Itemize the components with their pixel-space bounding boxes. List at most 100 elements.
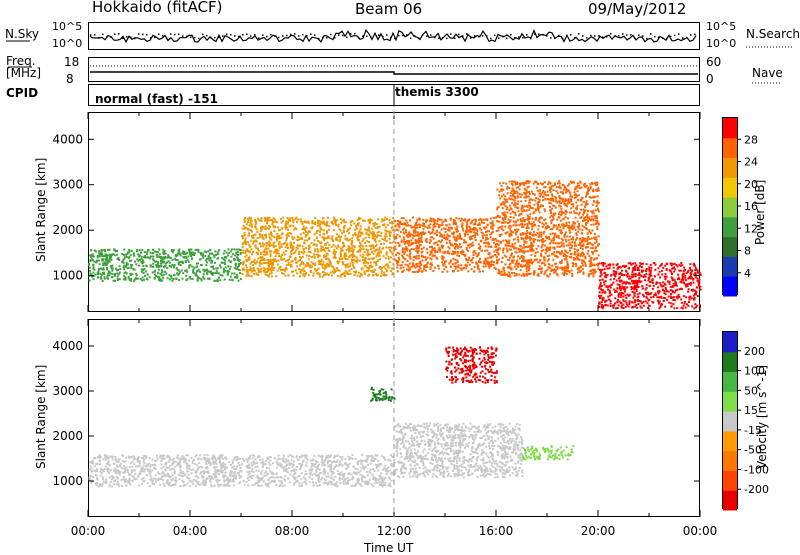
heatmap-cell xyxy=(502,217,504,219)
heatmap-cell xyxy=(590,259,592,261)
heatmap-cell xyxy=(239,259,241,261)
heatmap-cell xyxy=(446,242,448,244)
heatmap-cell xyxy=(415,242,417,244)
heatmap-cell xyxy=(375,227,377,229)
heatmap-cell xyxy=(126,264,128,266)
heatmap-cell xyxy=(513,224,515,226)
heatmap-cell xyxy=(572,262,574,264)
heatmap-cell xyxy=(171,249,173,251)
heatmap-cell xyxy=(292,219,294,221)
heatmap-cell xyxy=(171,280,173,282)
heatmap-cell xyxy=(341,232,343,234)
heatmap-cell xyxy=(616,280,618,282)
heatmap-cell xyxy=(570,194,572,196)
heatmap-cell xyxy=(269,242,271,244)
heatmap-cell xyxy=(540,234,542,236)
heatmap-cell xyxy=(236,253,238,255)
heatmap-cell xyxy=(593,264,595,266)
heatmap-cell xyxy=(516,273,518,275)
heatmap-cell xyxy=(623,307,625,309)
heatmap-cell xyxy=(485,265,487,267)
heatmap-cell xyxy=(536,259,538,261)
heatmap-cell xyxy=(425,226,427,228)
heatmap-cell xyxy=(378,235,380,237)
heatmap-cell xyxy=(250,240,252,242)
heatmap-cell xyxy=(516,191,518,193)
heatmap-cell xyxy=(507,275,509,277)
heatmap-cell xyxy=(254,234,256,236)
heatmap-cell xyxy=(640,263,642,265)
heatmap-cell xyxy=(569,236,571,238)
heatmap-cell xyxy=(426,248,428,250)
heatmap-cell xyxy=(445,224,447,226)
heatmap-cell xyxy=(373,257,375,259)
heatmap-cell xyxy=(401,241,403,243)
heatmap-cell xyxy=(529,202,531,204)
heatmap-cell xyxy=(423,233,425,235)
heatmap-cell xyxy=(633,297,635,299)
heatmap-cell xyxy=(683,295,685,297)
heatmap-cell xyxy=(314,257,316,259)
heatmap-cell xyxy=(637,296,639,298)
heatmap-cell xyxy=(457,251,459,253)
heatmap-cell xyxy=(569,196,571,198)
heatmap-cell xyxy=(434,247,436,249)
heatmap-cell xyxy=(256,231,258,233)
heatmap-cell xyxy=(515,231,517,233)
heatmap-cell xyxy=(158,265,160,267)
heatmap-cell xyxy=(144,275,146,277)
heatmap-cell xyxy=(292,217,294,219)
heatmap-cell xyxy=(614,302,616,304)
heatmap-cell xyxy=(327,247,329,249)
heatmap-cell xyxy=(381,248,383,250)
heatmap-cell xyxy=(247,228,249,230)
heatmap-cell xyxy=(455,223,457,225)
heatmap-cell xyxy=(564,234,566,236)
heatmap-cell xyxy=(580,199,582,201)
heatmap-cell xyxy=(384,274,386,276)
heatmap-cell xyxy=(444,263,446,265)
heatmap-cell xyxy=(462,230,464,232)
heatmap-cell xyxy=(248,235,250,237)
heatmap-cell xyxy=(110,265,112,267)
heatmap-cell xyxy=(270,231,272,233)
heatmap-cell xyxy=(613,270,615,272)
heatmap-cell xyxy=(578,244,580,246)
heatmap-cell xyxy=(268,228,270,230)
heatmap-cell xyxy=(588,255,590,257)
heatmap-cell xyxy=(515,214,517,216)
heatmap-cell xyxy=(552,259,554,261)
heatmap-cell xyxy=(397,220,399,222)
heatmap-cell xyxy=(512,187,514,189)
heatmap-cell xyxy=(635,300,637,302)
heatmap-cell xyxy=(563,255,565,257)
heatmap-cell xyxy=(642,288,644,290)
heatmap-cell xyxy=(523,252,525,254)
heatmap-cell xyxy=(392,253,394,255)
heatmap-cell xyxy=(474,236,476,238)
heatmap-cell xyxy=(197,280,199,282)
heatmap-cell xyxy=(335,224,337,226)
heatmap-cell xyxy=(599,291,601,293)
heatmap-cell xyxy=(599,279,601,281)
heatmap-cell xyxy=(585,247,587,249)
heatmap-cell xyxy=(279,229,281,231)
heatmap-cell xyxy=(525,233,527,235)
heatmap-cell xyxy=(392,217,394,219)
heatmap-cell xyxy=(418,265,420,267)
heatmap-cell xyxy=(369,222,371,224)
heatmap-cell xyxy=(342,250,344,252)
heatmap-cell xyxy=(480,240,482,242)
heatmap-cell xyxy=(277,264,279,266)
heatmap-cell xyxy=(639,274,641,276)
heatmap-cell xyxy=(230,261,232,263)
heatmap-cell xyxy=(505,199,507,201)
heatmap-cell xyxy=(544,245,546,247)
heatmap-cell xyxy=(457,260,459,262)
heatmap-cell xyxy=(495,254,497,256)
heatmap-cell xyxy=(610,303,612,305)
heatmap-cell xyxy=(454,248,456,250)
heatmap-cell xyxy=(469,238,471,240)
heatmap-cell xyxy=(244,232,246,234)
heatmap-cell xyxy=(292,238,294,240)
